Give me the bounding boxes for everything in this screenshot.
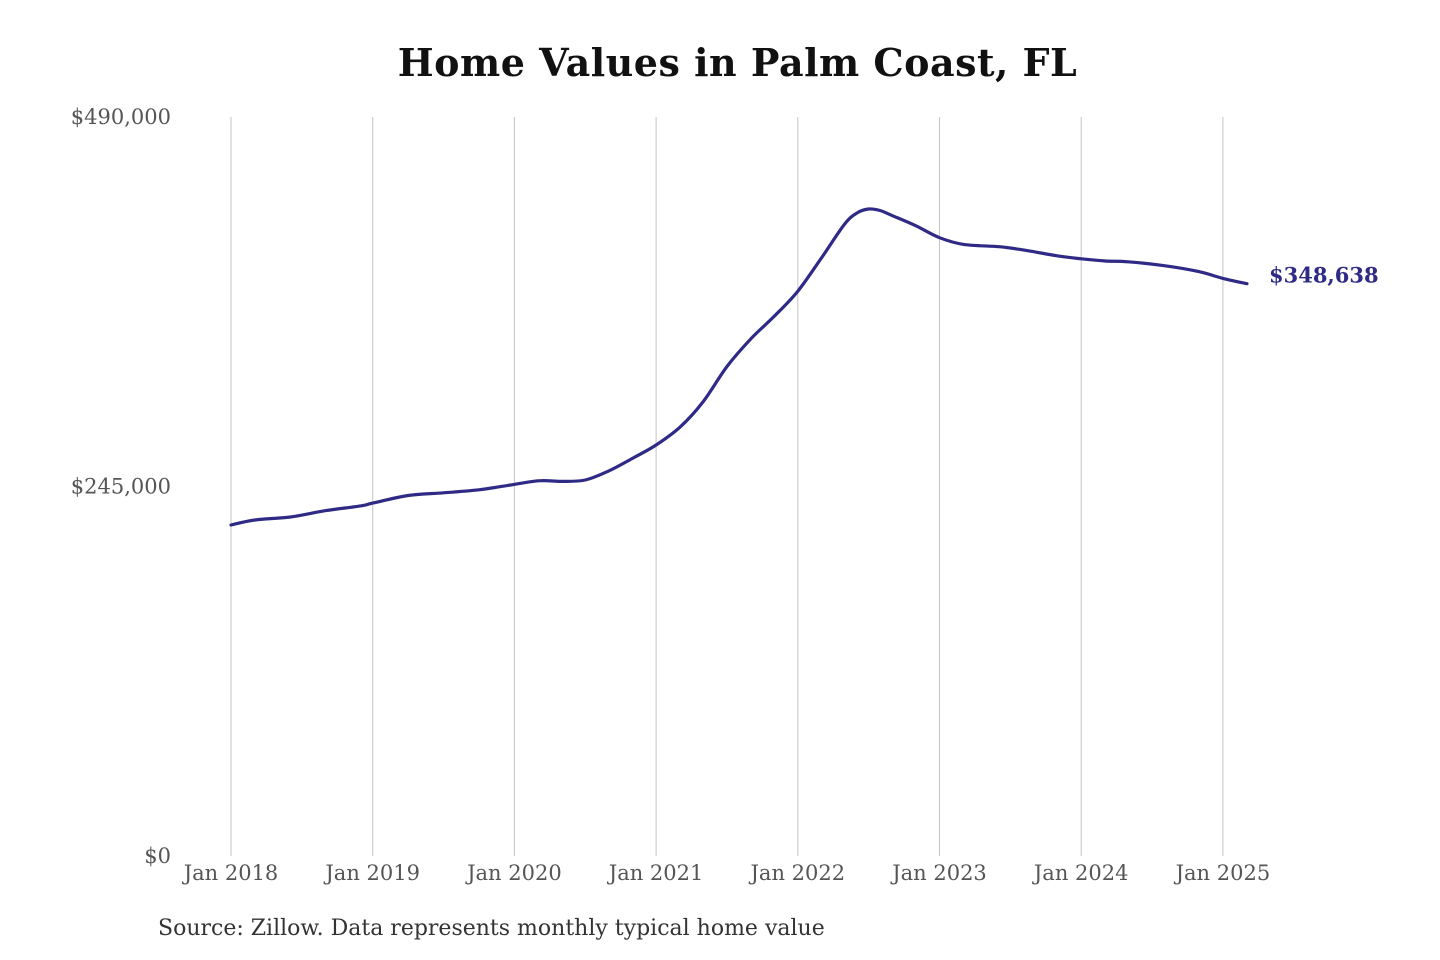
y-tick-label: $0	[144, 844, 171, 868]
y-axis-tick-labels: $0 $245,000 $490,000	[71, 105, 171, 868]
x-tick-label: Jan 2024	[1032, 861, 1129, 885]
end-label-layer: $348,638	[1269, 263, 1379, 288]
series-line	[229, 207, 1249, 527]
y-tick-label: $490,000	[71, 105, 171, 129]
x-tick-label: Jan 2020	[465, 861, 562, 885]
x-tick-label: Jan 2018	[182, 861, 279, 885]
x-tick-label: Jan 2025	[1174, 861, 1271, 885]
x-tick-label: Jan 2022	[749, 861, 846, 885]
x-tick-label: Jan 2023	[890, 861, 987, 885]
series-layer	[229, 207, 1249, 527]
grid-lines	[230, 117, 1224, 856]
end-value-label: $348,638	[1269, 263, 1379, 288]
y-tick-label: $245,000	[71, 475, 171, 499]
x-tick-label: Jan 2019	[323, 861, 420, 885]
source-note: Source: Zillow. Data represents monthly …	[158, 916, 825, 941]
x-tick-label: Jan 2021	[607, 861, 704, 885]
x-axis-tick-labels: Jan 2018 Jan 2019 Jan 2020 Jan 2021 Jan 2022…	[182, 861, 1270, 885]
chart-title: Home Values in Palm Coast, FL	[397, 40, 1078, 85]
